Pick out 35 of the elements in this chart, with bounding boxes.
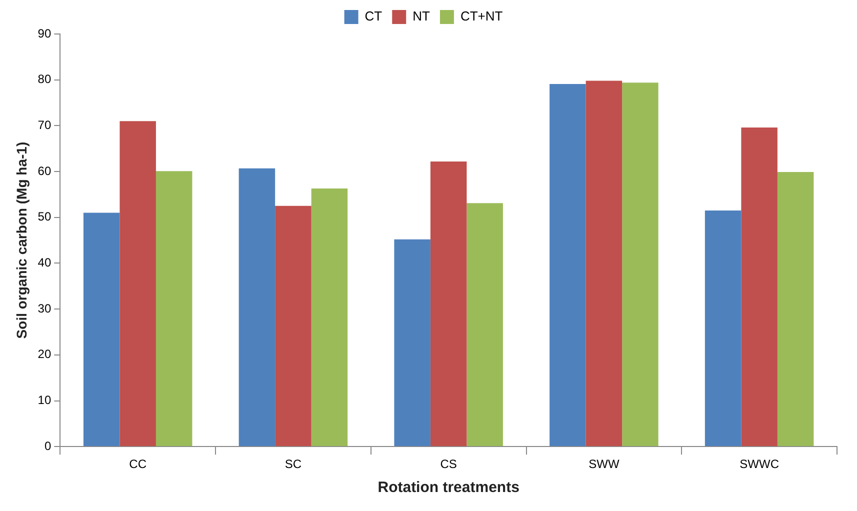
bar	[550, 84, 586, 446]
bar	[311, 188, 348, 446]
bar	[275, 206, 312, 446]
x-tick-label: CC	[129, 457, 147, 472]
x-tick-label: SWWC	[740, 457, 780, 472]
y-tick-label: 0	[44, 438, 52, 453]
y-tick-label: 40	[38, 256, 52, 270]
bar	[622, 82, 658, 446]
bar	[704, 210, 742, 446]
bar	[238, 168, 276, 446]
y-tick-label: 90	[38, 26, 52, 40]
y-tick-label: 50	[38, 210, 52, 224]
bar	[586, 80, 622, 446]
x-tick-label: SWW	[588, 457, 620, 472]
bar	[430, 161, 467, 446]
y-tick-label: 20	[38, 347, 52, 362]
y-tick-label: 60	[38, 164, 52, 178]
x-tick-label: SC	[284, 457, 302, 472]
bar	[741, 128, 778, 446]
bar	[83, 212, 120, 446]
legend-label: CT+NT	[460, 8, 503, 24]
x-axis-title: Rotation treatments	[378, 479, 520, 496]
legend-label: CT	[364, 8, 382, 24]
y-axis-title: Soil organic carbon (Mg ha-1)	[13, 142, 30, 339]
bar	[777, 172, 814, 446]
bar	[394, 239, 430, 446]
bar	[120, 121, 156, 446]
y-tick-label: 10	[38, 393, 52, 408]
x-tick-label: CS	[440, 457, 457, 472]
y-tick-label: 30	[38, 301, 52, 316]
bar	[156, 171, 192, 446]
bar	[466, 203, 503, 446]
y-tick-label: 80	[38, 72, 52, 86]
y-tick-label: 70	[38, 118, 52, 132]
legend-label: NT	[412, 8, 430, 24]
